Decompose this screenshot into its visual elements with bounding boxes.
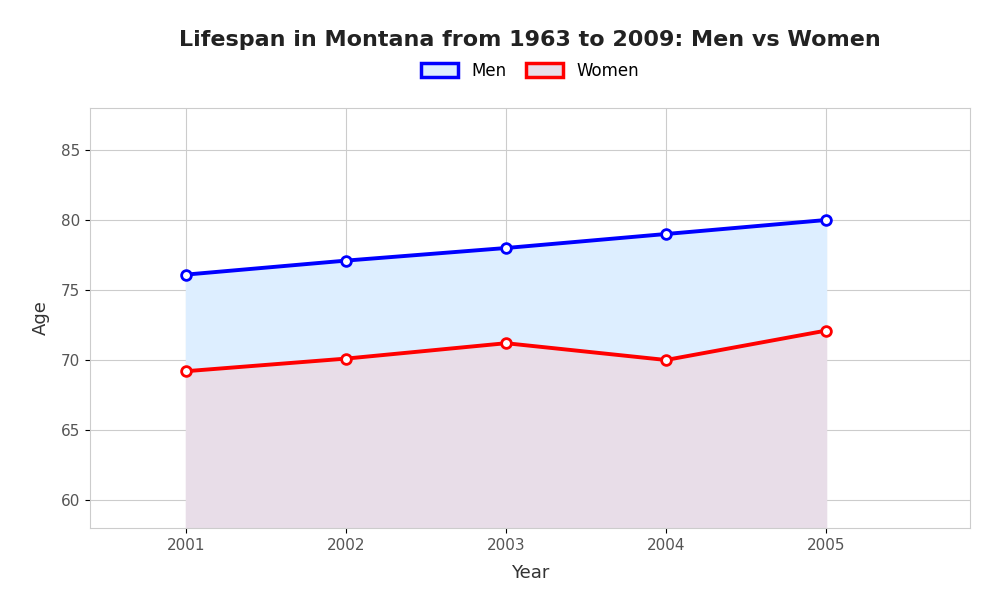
Men [660, 230, 672, 238]
Men [340, 257, 352, 264]
Legend: Men, Women: Men, Women [421, 62, 639, 80]
Men [180, 271, 192, 278]
Title: Lifespan in Montana from 1963 to 2009: Men vs Women: Lifespan in Montana from 1963 to 2009: M… [179, 29, 881, 49]
Line: Women: Women [181, 326, 831, 376]
Women [340, 355, 352, 362]
Women [660, 356, 672, 364]
Women [180, 368, 192, 375]
Women [500, 340, 512, 347]
Men [500, 244, 512, 251]
Line: Men: Men [181, 215, 831, 280]
Y-axis label: Age: Age [32, 301, 50, 335]
X-axis label: Year: Year [511, 564, 549, 582]
Women [820, 327, 832, 334]
Men [820, 217, 832, 224]
